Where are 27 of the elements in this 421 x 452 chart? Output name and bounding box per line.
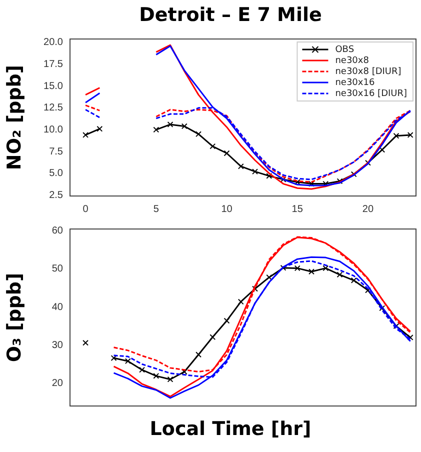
chart-title: Detroit – E 7 Mile bbox=[138, 3, 323, 28]
y-tick-label: 17.5 bbox=[44, 59, 64, 70]
legend-label: OBS bbox=[335, 44, 354, 55]
legend-label: ne30x8 bbox=[335, 56, 370, 66]
x-axis-title: Local Time [hr] bbox=[148, 417, 312, 442]
y-tick-label: 10.0 bbox=[44, 124, 64, 136]
y-axis-title: O₃ [ppb] bbox=[3, 272, 26, 362]
y-tick-label: 20.0 bbox=[44, 37, 64, 48]
x-tick-label: 5 bbox=[153, 204, 160, 215]
y-tick-label: 50 bbox=[52, 264, 64, 275]
y-tick-label: 60 bbox=[52, 226, 64, 237]
legend-label: ne30x16 [DIUR] bbox=[335, 88, 407, 99]
y-tick-label: 20 bbox=[52, 378, 64, 389]
y-tick-label: 40 bbox=[52, 302, 64, 313]
y-tick-label: 15.0 bbox=[44, 80, 64, 92]
x-tick-label: 20 bbox=[362, 204, 374, 215]
y-tick-label: 7.5 bbox=[49, 146, 64, 158]
y-axis-title: NO₂ [ppb] bbox=[3, 64, 26, 170]
y-tick-label: 12.5 bbox=[44, 102, 64, 114]
legend-label: ne30x16 bbox=[335, 78, 375, 88]
x-tick-label: 0 bbox=[82, 204, 89, 215]
x-tick-label: 10 bbox=[221, 204, 233, 215]
x-tick-label: 15 bbox=[292, 204, 304, 215]
y-tick-label: 2.5 bbox=[49, 190, 64, 201]
y-tick-label: 30 bbox=[52, 340, 64, 351]
y-tick-label: 5.0 bbox=[49, 168, 64, 180]
legend-label: ne30x8 [DIUR] bbox=[335, 66, 402, 77]
